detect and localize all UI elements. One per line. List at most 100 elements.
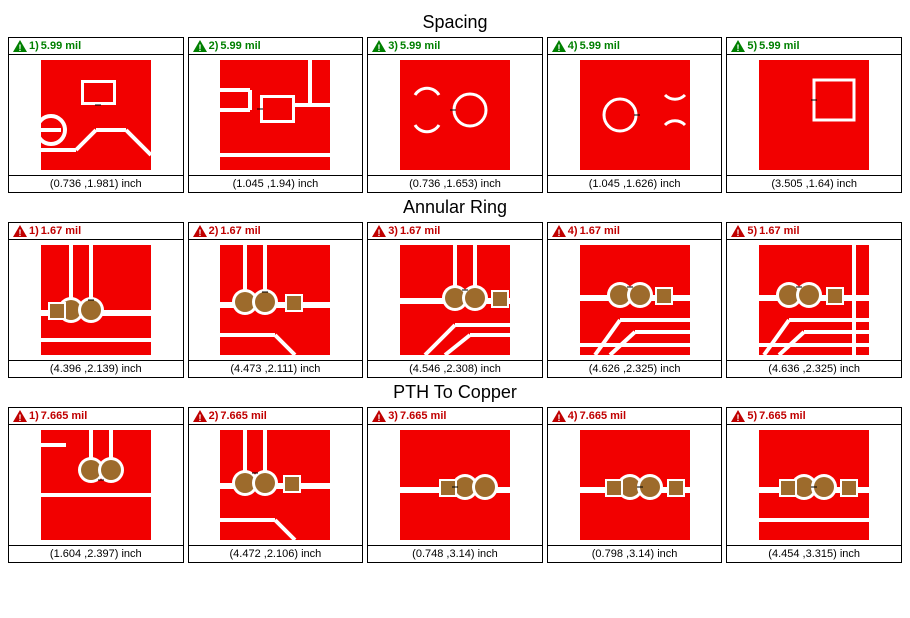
warning-icon: !: [372, 225, 386, 237]
cell-value: 7.665 mil: [41, 410, 87, 422]
cell-index: 5): [747, 225, 757, 237]
svg-text:!: !: [198, 43, 201, 52]
cell-index: 2): [209, 225, 219, 237]
svg-text:!: !: [19, 228, 22, 237]
pcb-thumbnail: [9, 55, 183, 176]
cell-value: 1.67 mil: [759, 225, 799, 237]
pcb-thumbnail: [9, 425, 183, 546]
warning-icon: !: [193, 40, 207, 52]
svg-text:!: !: [557, 43, 560, 52]
cell-index: 4): [568, 225, 578, 237]
cell-value: 1.67 mil: [400, 225, 440, 237]
cell-value: 5.99 mil: [41, 40, 81, 52]
result-cell: ! 1) 7.665 mil (1.604 ,2.397) inch: [8, 407, 184, 563]
svg-text:!: !: [378, 43, 381, 52]
section-row: ! 1) 1.67 mil (4.396 ,2.139) inch ! 2) 1…: [8, 222, 902, 378]
pcb-thumbnail: [368, 425, 542, 546]
warning-icon: !: [552, 410, 566, 422]
warning-icon: !: [552, 225, 566, 237]
pcb-thumbnail: [727, 425, 901, 546]
svg-text:!: !: [198, 413, 201, 422]
result-cell: ! 3) 5.99 mil (0.736 ,1.653) inch: [367, 37, 543, 193]
pcb-thumbnail: [727, 55, 901, 176]
section-row: ! 1) 5.99 mil (0.736 ,1.981) inch ! 2) 5…: [8, 37, 902, 193]
svg-text:!: !: [378, 413, 381, 422]
svg-text:!: !: [378, 228, 381, 237]
cell-coord: (1.045 ,1.94) inch: [189, 176, 363, 192]
warning-icon: !: [372, 40, 386, 52]
warning-icon: !: [13, 225, 27, 237]
pcb-thumbnail: [9, 240, 183, 361]
cell-header: ! 5) 5.99 mil: [727, 38, 901, 55]
cell-header: ! 1) 1.67 mil: [9, 223, 183, 240]
svg-text:!: !: [19, 43, 22, 52]
result-cell: ! 5) 7.665 mil (4.454 ,3.315) inch: [726, 407, 902, 563]
cell-header: ! 3) 7.665 mil: [368, 408, 542, 425]
cell-index: 1): [29, 225, 39, 237]
svg-text:!: !: [737, 228, 740, 237]
result-cell: ! 3) 7.665 mil (0.748 ,3.14) inch: [367, 407, 543, 563]
svg-text:!: !: [737, 43, 740, 52]
cell-header: ! 2) 5.99 mil: [189, 38, 363, 55]
cell-index: 1): [29, 410, 39, 422]
cell-coord: (4.546 ,2.308) inch: [368, 361, 542, 377]
cell-value: 7.665 mil: [759, 410, 805, 422]
pcb-thumbnail: [189, 55, 363, 176]
warning-icon: !: [731, 225, 745, 237]
cell-index: 1): [29, 40, 39, 52]
cell-header: ! 2) 1.67 mil: [189, 223, 363, 240]
cell-index: 5): [747, 410, 757, 422]
svg-text:!: !: [198, 228, 201, 237]
section-title: Annular Ring: [8, 197, 902, 218]
pcb-thumbnail: [548, 425, 722, 546]
warning-icon: !: [193, 225, 207, 237]
cell-header: ! 4) 5.99 mil: [548, 38, 722, 55]
cell-index: 5): [747, 40, 757, 52]
warning-icon: !: [552, 40, 566, 52]
cell-header: ! 3) 5.99 mil: [368, 38, 542, 55]
warning-icon: !: [372, 410, 386, 422]
pcb-thumbnail: [368, 240, 542, 361]
pcb-thumbnail: [189, 425, 363, 546]
result-cell: ! 1) 5.99 mil (0.736 ,1.981) inch: [8, 37, 184, 193]
cell-coord: (1.045 ,1.626) inch: [548, 176, 722, 192]
cell-header: ! 1) 7.665 mil: [9, 408, 183, 425]
cell-coord: (1.604 ,2.397) inch: [9, 546, 183, 562]
result-cell: ! 5) 5.99 mil (3.505 ,1.64) inch: [726, 37, 902, 193]
result-cell: ! 4) 5.99 mil (1.045 ,1.626) inch: [547, 37, 723, 193]
cell-index: 4): [568, 410, 578, 422]
pcb-thumbnail: [548, 240, 722, 361]
pcb-thumbnail: [189, 240, 363, 361]
result-cell: ! 2) 5.99 mil (1.045 ,1.94) inch: [188, 37, 364, 193]
svg-text:!: !: [557, 413, 560, 422]
cell-value: 7.665 mil: [220, 410, 266, 422]
cell-index: 3): [388, 40, 398, 52]
result-cell: ! 1) 1.67 mil (4.396 ,2.139) inch: [8, 222, 184, 378]
result-cell: ! 5) 1.67 mil (4.636 ,2.325) inch: [726, 222, 902, 378]
cell-coord: (4.472 ,2.106) inch: [189, 546, 363, 562]
cell-index: 4): [568, 40, 578, 52]
cell-header: ! 4) 1.67 mil: [548, 223, 722, 240]
cell-coord: (4.636 ,2.325) inch: [727, 361, 901, 377]
cell-coord: (4.396 ,2.139) inch: [9, 361, 183, 377]
cell-value: 5.99 mil: [580, 40, 620, 52]
warning-icon: !: [13, 40, 27, 52]
cell-header: ! 5) 1.67 mil: [727, 223, 901, 240]
warning-icon: !: [731, 40, 745, 52]
cell-header: ! 3) 1.67 mil: [368, 223, 542, 240]
pcb-thumbnail: [368, 55, 542, 176]
section-row: ! 1) 7.665 mil (1.604 ,2.397) inch ! 2) …: [8, 407, 902, 563]
cell-coord: (0.736 ,1.653) inch: [368, 176, 542, 192]
result-cell: ! 4) 1.67 mil (4.626 ,2.325) inch: [547, 222, 723, 378]
warning-icon: !: [731, 410, 745, 422]
result-cell: ! 2) 1.67 mil (4.473 ,2.111) inch: [188, 222, 364, 378]
svg-text:!: !: [737, 413, 740, 422]
warning-icon: !: [13, 410, 27, 422]
cell-index: 3): [388, 225, 398, 237]
pcb-thumbnail: [548, 55, 722, 176]
svg-text:!: !: [19, 413, 22, 422]
result-cell: ! 3) 1.67 mil (4.546 ,2.308) inch: [367, 222, 543, 378]
cell-value: 5.99 mil: [400, 40, 440, 52]
cell-value: 1.67 mil: [41, 225, 81, 237]
cell-coord: (4.473 ,2.111) inch: [189, 361, 363, 377]
